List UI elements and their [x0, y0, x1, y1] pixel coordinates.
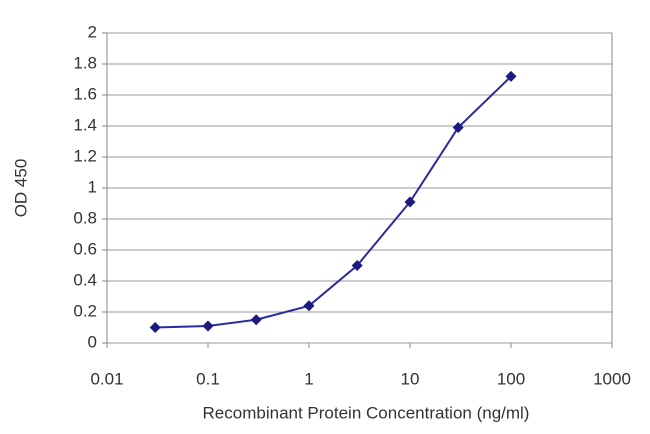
y-tick-label: 1.6 — [73, 84, 97, 103]
y-tick-label: 0.2 — [73, 301, 97, 320]
data-point — [351, 260, 363, 271]
y-tick-label: 0.8 — [73, 208, 97, 227]
data-point — [202, 320, 214, 332]
y-tick-label: 0 — [88, 332, 97, 351]
x-tick-label: 10 — [401, 369, 420, 388]
data-point — [404, 196, 416, 208]
y-tick-label: 1 — [88, 177, 97, 196]
y-axis-label: OD 450 — [11, 159, 30, 218]
x-tick-label: 1 — [304, 369, 313, 388]
y-tick-label: 1.8 — [73, 53, 97, 72]
y-tick-label: 0.4 — [73, 270, 97, 289]
x-tick-label: 1000 — [593, 369, 631, 388]
x-tick-label: 0.1 — [196, 369, 220, 388]
data-point — [303, 300, 315, 312]
data-point — [452, 122, 464, 134]
data-point — [250, 314, 262, 326]
data-line — [155, 75, 512, 329]
y-tick-label: 1.2 — [73, 146, 97, 165]
y-tick-label: 2 — [88, 22, 97, 41]
x-tick-label: 100 — [497, 369, 525, 388]
y-tick-label: 0.6 — [73, 239, 97, 258]
x-axis-label: Recombinant Protein Concentration (ng/ml… — [203, 403, 530, 422]
data-point — [149, 322, 161, 333]
x-tick-label: 0.01 — [90, 369, 123, 388]
y-tick-label: 1.4 — [73, 115, 97, 134]
data-point — [505, 70, 517, 82]
